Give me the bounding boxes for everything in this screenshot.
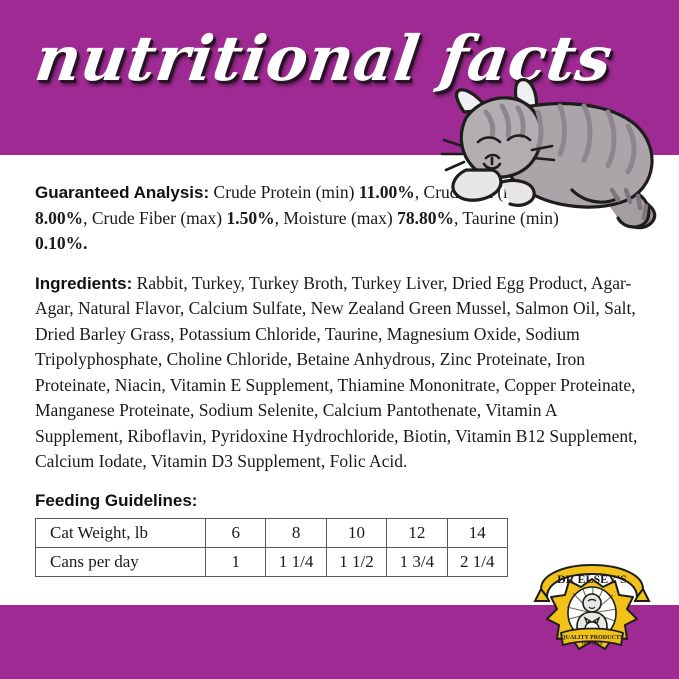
guaranteed-analysis-label: Guaranteed Analysis: — [35, 183, 210, 202]
ga-seg-2-value: 1.50% — [226, 207, 275, 228]
ga-seg-4-name: , Taurine (min) — [453, 207, 559, 228]
cans-per-day-10: 1 1/2 — [325, 546, 388, 577]
feeding-guidelines-heading: Feeding Guidelines: — [35, 490, 198, 510]
row-label-cat-weight: Cat Weight, lb — [35, 517, 206, 548]
ga-seg-0-name: Crude Protein (min) — [209, 182, 359, 202]
table-row: Cat Weight, lb 6 8 10 12 14 — [35, 517, 509, 548]
table-row: Cans per day 1 1 1/4 1 1/2 1 3/4 2 1/4 — [35, 546, 509, 577]
dr-elseys-logo-icon: DR ELSEY'S QUALITY PRODUCTS FOR CATS — [533, 564, 651, 650]
cans-per-day-14: 2 1/4 — [446, 546, 509, 577]
brand-name: DR ELSEY'S — [557, 572, 627, 586]
sleeping-cat-icon — [440, 78, 657, 230]
feeding-guidelines-table: Cat Weight, lb 6 8 10 12 14 Cans per day… — [35, 517, 509, 577]
ga-seg-2-name: , Crude Fiber (max) — [83, 207, 227, 228]
ingredients-text: Rabbit, Turkey, Turkey Broth, Turkey Liv… — [35, 272, 638, 472]
cans-per-day-6: 1 — [204, 546, 267, 577]
row-label-cans-per-day: Cans per day — [35, 546, 206, 577]
cat-weight-14: 14 — [446, 517, 509, 548]
cat-weight-10: 10 — [325, 517, 388, 548]
ga-seg-3-value: 78.80% — [397, 207, 454, 228]
ga-seg-1-value: 8.00% — [35, 207, 84, 228]
ingredients-label: Ingredients: — [35, 273, 133, 293]
brand-tagline: QUALITY PRODUCTS — [561, 635, 624, 641]
ingredients-paragraph: Ingredients: Rabbit, Turkey, Turkey Brot… — [35, 271, 643, 475]
cat-weight-12: 12 — [386, 517, 448, 548]
cat-weight-8: 8 — [265, 517, 327, 548]
ga-seg-0-value: 11.00% — [358, 182, 415, 202]
cans-per-day-8: 1 1/4 — [265, 546, 327, 577]
brand-tagline-sub: FOR CATS — [582, 641, 603, 646]
cat-weight-6: 6 — [204, 517, 267, 548]
ga-seg-3-name: , Moisture (max) — [274, 207, 398, 228]
cans-per-day-12: 1 3/4 — [386, 546, 448, 577]
label-body: Guaranteed Analysis: Crude Protein (min)… — [35, 180, 643, 577]
ga-seg-4-value: 0.10%. — [35, 233, 88, 253]
